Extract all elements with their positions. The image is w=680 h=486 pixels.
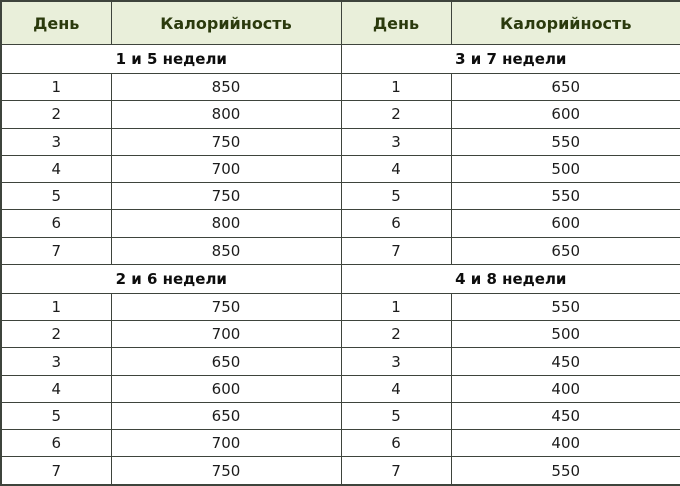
day-cell: 2 bbox=[340, 320, 452, 349]
day-cell: 2 bbox=[0, 320, 112, 349]
table-row: 5 650 5 450 bbox=[0, 401, 680, 431]
calories-cell: 700 bbox=[110, 154, 342, 184]
table-row: 4 700 4 500 bbox=[0, 154, 680, 184]
calories-cell: 700 bbox=[110, 429, 342, 458]
section-title-weeks-1-5: 1 и 5 недели bbox=[0, 44, 342, 74]
day-cell: 7 bbox=[340, 236, 452, 265]
column-header-calories-left: Калорийность bbox=[110, 0, 342, 45]
day-cell: 6 bbox=[340, 429, 452, 458]
day-cell: 5 bbox=[0, 401, 112, 431]
table-row: 4 600 4 400 bbox=[0, 374, 680, 403]
calories-cell: 750 bbox=[110, 182, 342, 211]
calories-cell: 450 bbox=[450, 347, 680, 376]
table-row: 3 750 3 550 bbox=[0, 127, 680, 156]
calories-cell: 400 bbox=[450, 429, 680, 458]
calories-cell: 650 bbox=[110, 401, 342, 431]
day-cell: 7 bbox=[340, 456, 452, 486]
day-cell: 6 bbox=[340, 209, 452, 238]
table-row: 7 750 7 550 bbox=[0, 456, 680, 486]
table-row: 1 850 1 650 bbox=[0, 72, 680, 102]
calories-cell: 800 bbox=[110, 209, 342, 238]
day-cell: 3 bbox=[340, 347, 452, 376]
column-header-day-left: День bbox=[0, 0, 112, 45]
section-header-row: 1 и 5 недели 3 и 7 недели bbox=[0, 44, 680, 74]
day-cell: 5 bbox=[340, 182, 452, 211]
day-cell: 1 bbox=[0, 292, 112, 322]
calories-cell: 500 bbox=[450, 154, 680, 184]
calories-cell: 550 bbox=[450, 127, 680, 156]
day-cell: 3 bbox=[340, 127, 452, 156]
section-title-weeks-2-6: 2 и 6 недели bbox=[0, 263, 342, 294]
table-row: 3 650 3 450 bbox=[0, 347, 680, 376]
calories-cell: 600 bbox=[450, 209, 680, 238]
column-header-day-right: День bbox=[340, 0, 452, 45]
day-cell: 6 bbox=[0, 209, 112, 238]
calories-cell: 850 bbox=[110, 236, 342, 265]
day-cell: 4 bbox=[340, 154, 452, 184]
calories-cell: 550 bbox=[450, 292, 680, 322]
day-cell: 1 bbox=[340, 72, 452, 102]
day-cell: 7 bbox=[0, 456, 112, 486]
calories-cell: 600 bbox=[110, 374, 342, 403]
day-cell: 7 bbox=[0, 236, 112, 265]
section-header-row: 2 и 6 недели 4 и 8 недели bbox=[0, 263, 680, 294]
calories-cell: 550 bbox=[450, 456, 680, 486]
calories-cell: 550 bbox=[450, 182, 680, 211]
table-row: 2 800 2 600 bbox=[0, 100, 680, 129]
calories-cell: 700 bbox=[110, 320, 342, 349]
day-cell: 5 bbox=[340, 401, 452, 431]
table-row: 7 850 7 650 bbox=[0, 236, 680, 265]
calories-cell: 600 bbox=[450, 100, 680, 129]
day-cell: 4 bbox=[0, 374, 112, 403]
section-title-weeks-3-7: 3 и 7 недели bbox=[340, 44, 680, 74]
day-cell: 4 bbox=[340, 374, 452, 403]
calories-cell: 650 bbox=[110, 347, 342, 376]
table-row: 2 700 2 500 bbox=[0, 320, 680, 349]
calories-cell: 500 bbox=[450, 320, 680, 349]
calories-cell: 650 bbox=[450, 72, 680, 102]
calories-cell: 400 bbox=[450, 374, 680, 403]
calories-cell: 750 bbox=[110, 292, 342, 322]
calories-cell: 850 bbox=[110, 72, 342, 102]
table-row: 6 800 6 600 bbox=[0, 209, 680, 238]
table-row: 1 750 1 550 bbox=[0, 292, 680, 322]
day-cell: 1 bbox=[0, 72, 112, 102]
table-row: 5 750 5 550 bbox=[0, 182, 680, 211]
column-header-calories-right: Калорийность bbox=[450, 0, 680, 45]
section-title-weeks-4-8: 4 и 8 недели bbox=[340, 263, 680, 294]
day-cell: 4 bbox=[0, 154, 112, 184]
calories-cell: 800 bbox=[110, 100, 342, 129]
day-cell: 6 bbox=[0, 429, 112, 458]
day-cell: 1 bbox=[340, 292, 452, 322]
calories-cell: 750 bbox=[110, 456, 342, 486]
table-row: 6 700 6 400 bbox=[0, 429, 680, 458]
calories-cell: 450 bbox=[450, 401, 680, 431]
calories-cell: 650 bbox=[450, 236, 680, 265]
header-row: День Калорийность День Калорийность bbox=[0, 0, 680, 45]
calories-cell: 750 bbox=[110, 127, 342, 156]
day-cell: 5 bbox=[0, 182, 112, 211]
day-cell: 3 bbox=[0, 347, 112, 376]
day-cell: 2 bbox=[0, 100, 112, 129]
day-cell: 3 bbox=[0, 127, 112, 156]
day-cell: 2 bbox=[340, 100, 452, 129]
